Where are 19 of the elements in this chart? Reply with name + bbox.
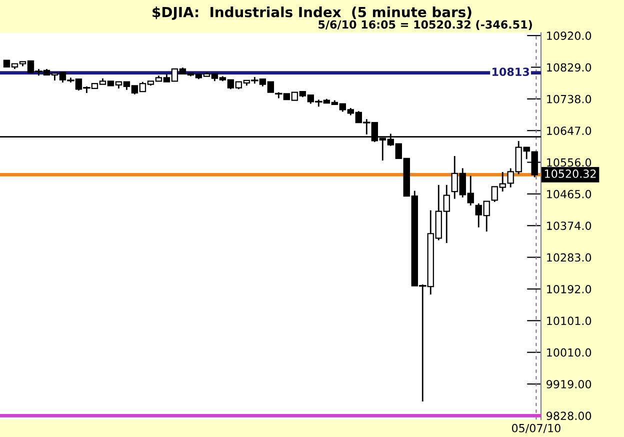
y-tick-label: 10556.0 xyxy=(547,158,592,167)
chart-title: $DJIA: Industrials Index (5 minute bars) xyxy=(152,6,472,20)
y-tick-label: 9828.00 xyxy=(546,412,592,420)
y-tick-label: 10738.0 xyxy=(547,94,592,104)
ref-line-label: 10520.32 xyxy=(545,170,596,178)
y-tick-label: 10829.0 xyxy=(547,63,592,72)
ref-line-label: 10813 xyxy=(492,68,530,76)
y-tick-label: 9919.00 xyxy=(546,380,592,388)
candlestick xyxy=(531,151,538,178)
y-tick-label: 10101.0 xyxy=(547,316,592,326)
text: 5/6/10 16:05 = 10520.32 (-346.51) xyxy=(318,20,532,30)
y-tick-label: 10192.0 xyxy=(547,284,592,294)
y-tick-label: 10465.0 xyxy=(547,190,592,198)
y-tick-label: 10010.0 xyxy=(547,348,592,357)
y-tick-label: 10920.0 xyxy=(547,32,592,40)
y-tick-label: 10647.0 xyxy=(547,126,592,135)
text: 05/07/10 xyxy=(512,424,560,434)
y-tick-label: 10283.0 xyxy=(547,253,592,262)
y-tick-label: 10374.0 xyxy=(547,222,592,230)
